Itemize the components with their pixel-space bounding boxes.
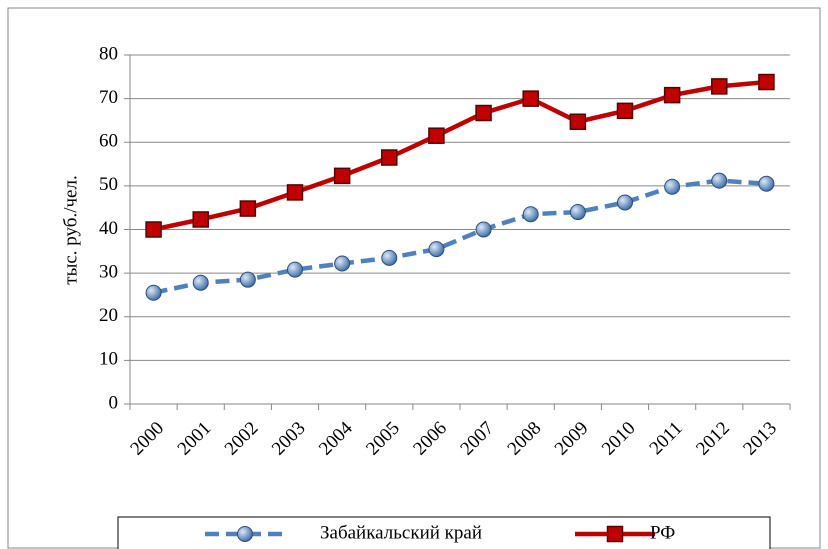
y-axis-label: тыс. руб./чел.: [60, 175, 81, 284]
point: [522, 90, 539, 107]
y-tick-label: 20: [99, 305, 118, 326]
point: [617, 194, 633, 211]
chart-frame: [7, 7, 821, 549]
point: [616, 102, 634, 120]
point: [428, 241, 445, 258]
legend-marker: [606, 525, 624, 543]
legend-label: РФ: [650, 522, 675, 543]
point: [381, 249, 398, 266]
legend-label: Забайкальский край: [320, 522, 482, 543]
y-tick-label: 30: [99, 261, 118, 282]
y-tick-label: 80: [99, 43, 118, 64]
point: [569, 113, 587, 130]
point: [192, 211, 209, 228]
point: [239, 200, 257, 217]
y-tick-label: 40: [99, 218, 118, 239]
point: [711, 78, 728, 95]
point: [758, 73, 775, 91]
y-tick-label: 0: [109, 392, 119, 413]
y-tick-label: 60: [99, 131, 118, 152]
point: [381, 149, 398, 166]
point: [286, 184, 304, 201]
point: [428, 127, 445, 144]
point: [758, 175, 775, 192]
point: [569, 204, 586, 221]
point: [475, 104, 492, 122]
legend-marker: [237, 526, 253, 542]
point: [663, 86, 681, 104]
point: [334, 255, 351, 272]
y-tick-label: 50: [99, 174, 118, 195]
point: [333, 167, 351, 185]
point: [239, 271, 256, 288]
point: [145, 221, 162, 238]
y-tick-label: 70: [99, 87, 118, 108]
point: [522, 206, 539, 223]
point: [711, 172, 728, 189]
point: [475, 221, 492, 238]
point: [664, 178, 681, 195]
point: [192, 274, 209, 291]
point: [287, 261, 303, 278]
y-tick-label: 10: [99, 349, 118, 370]
point: [145, 284, 162, 301]
